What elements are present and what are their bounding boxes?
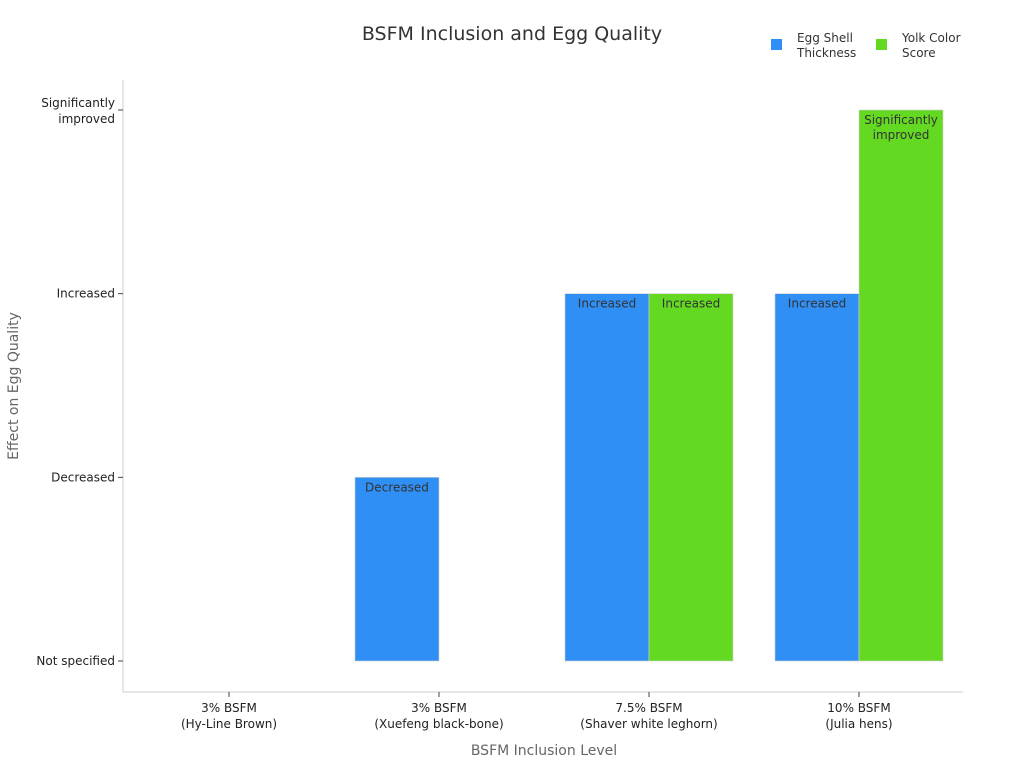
legend-swatch [876, 39, 887, 50]
bars [354, 109, 944, 662]
bar [354, 477, 440, 662]
bar-data-label: Increased [662, 297, 720, 311]
chart-title: BSFM Inclusion and Egg Quality [362, 23, 662, 45]
legend: Egg Shell Thickness Yolk Color Score [771, 31, 961, 60]
y-tick-label: Decreased [51, 470, 115, 484]
y-tick-label: Not specified [36, 654, 115, 668]
y-axis-title: Effect on Egg Quality [6, 312, 22, 460]
legend-entry: Yolk Color Score [901, 31, 961, 60]
bar [564, 293, 650, 662]
y-tick-label: Significantly improved [41, 96, 115, 126]
bar-data-label: Significantly improved [864, 113, 938, 142]
bar-data-label: Increased [578, 297, 636, 311]
axes: Not specified Decreased Increased Significa… [36, 80, 963, 731]
bar-data-label: Increased [788, 297, 846, 311]
x-tick-label: 10% BSFM (Julia hens) [825, 701, 892, 731]
x-tick-label: 3% BSFM (Hy-Line Brown) [181, 701, 277, 731]
x-tick-label: 7.5% BSFM (Shaver white leghorn) [580, 701, 717, 731]
x-tick-label: 3% BSFM (Xuefeng black-bone) [374, 701, 503, 731]
legend-entry: Egg Shell Thickness [796, 31, 856, 60]
bar [774, 293, 860, 662]
bar-data-label: Decreased [365, 480, 429, 494]
y-tick-label: Increased [57, 287, 115, 301]
x-axis-title: BSFM Inclusion Level [471, 743, 617, 759]
legend-swatch [771, 39, 782, 50]
bar-labels: Decreased Increased Increased Increased Sign… [365, 113, 938, 494]
bar [858, 109, 944, 662]
bar [648, 293, 734, 662]
